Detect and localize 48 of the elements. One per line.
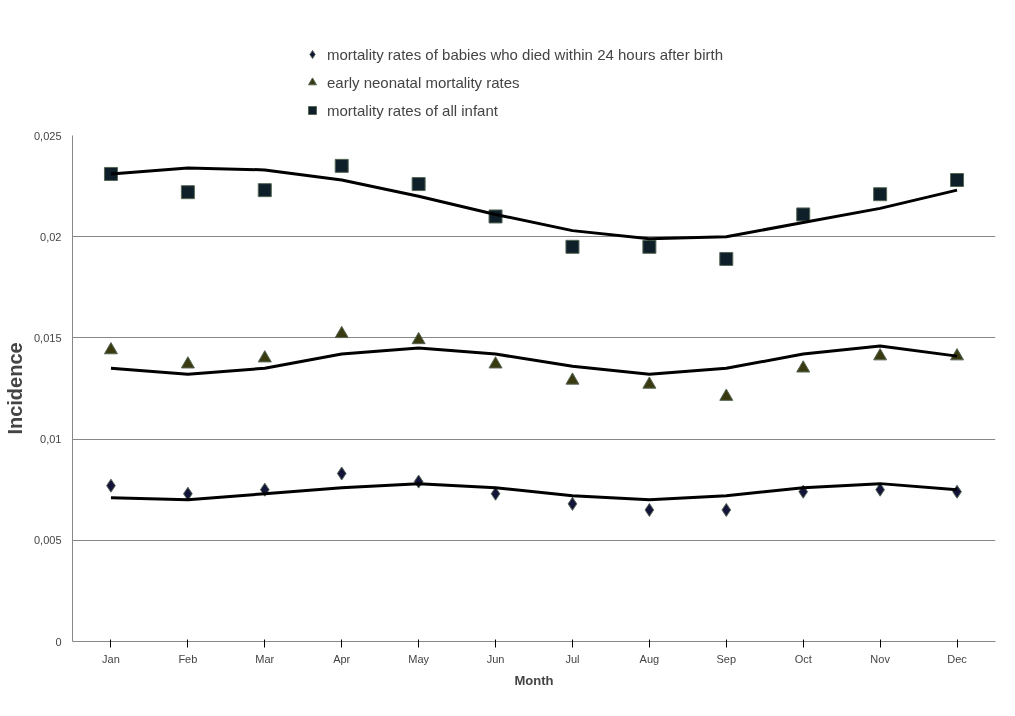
point — [257, 183, 272, 198]
point — [180, 356, 195, 369]
x-tick-label: Jun — [486, 652, 505, 665]
x-tick-label: Apr — [333, 652, 351, 665]
point — [411, 177, 426, 192]
point — [411, 331, 426, 345]
y-axis-title: Incidence — [3, 342, 26, 435]
point — [103, 342, 118, 355]
point — [796, 360, 811, 373]
x-tick-label: Oct — [794, 652, 812, 665]
x-tick-label: Jul — [565, 652, 580, 665]
x-tick-label: May — [408, 652, 430, 665]
y-tick-label: 0,025 — [33, 129, 62, 142]
y-tick-label: 0,02 — [40, 230, 62, 243]
point — [642, 239, 657, 254]
point — [719, 388, 734, 401]
point — [719, 251, 734, 266]
legend-label: early neonatal mortality rates — [327, 73, 520, 91]
point — [336, 466, 347, 481]
point — [873, 187, 888, 202]
point — [180, 185, 195, 200]
point — [642, 376, 657, 389]
x-tick-label: Feb — [178, 652, 198, 665]
point — [565, 239, 580, 254]
point — [796, 207, 811, 222]
point — [334, 158, 349, 173]
point — [950, 173, 965, 188]
point — [334, 325, 349, 339]
point — [721, 502, 732, 517]
point — [257, 350, 272, 363]
x-tick-label: Aug — [639, 652, 660, 665]
x-tick-label: Sep — [716, 652, 737, 665]
y-tick-label: 0,005 — [33, 534, 62, 547]
x-tick-label: Dec — [947, 652, 968, 665]
point — [873, 348, 888, 361]
point — [644, 502, 655, 517]
y-tick-label: 0 — [55, 635, 62, 648]
x-tick-label: Nov — [870, 652, 891, 665]
point — [488, 356, 503, 369]
x-tick-label: Jan — [102, 652, 120, 665]
point — [565, 372, 580, 385]
y-tick-label: 0,015 — [33, 331, 62, 344]
legend-label: mortality rates of all infant — [327, 101, 498, 119]
point — [567, 496, 578, 511]
legend-label: mortality rates of babies who died within 24 hours after birth — [327, 45, 724, 63]
x-tick-label: Mar — [255, 652, 275, 665]
x-axis-title: Month — [514, 672, 554, 688]
y-tick-label: 0,01 — [40, 433, 62, 446]
